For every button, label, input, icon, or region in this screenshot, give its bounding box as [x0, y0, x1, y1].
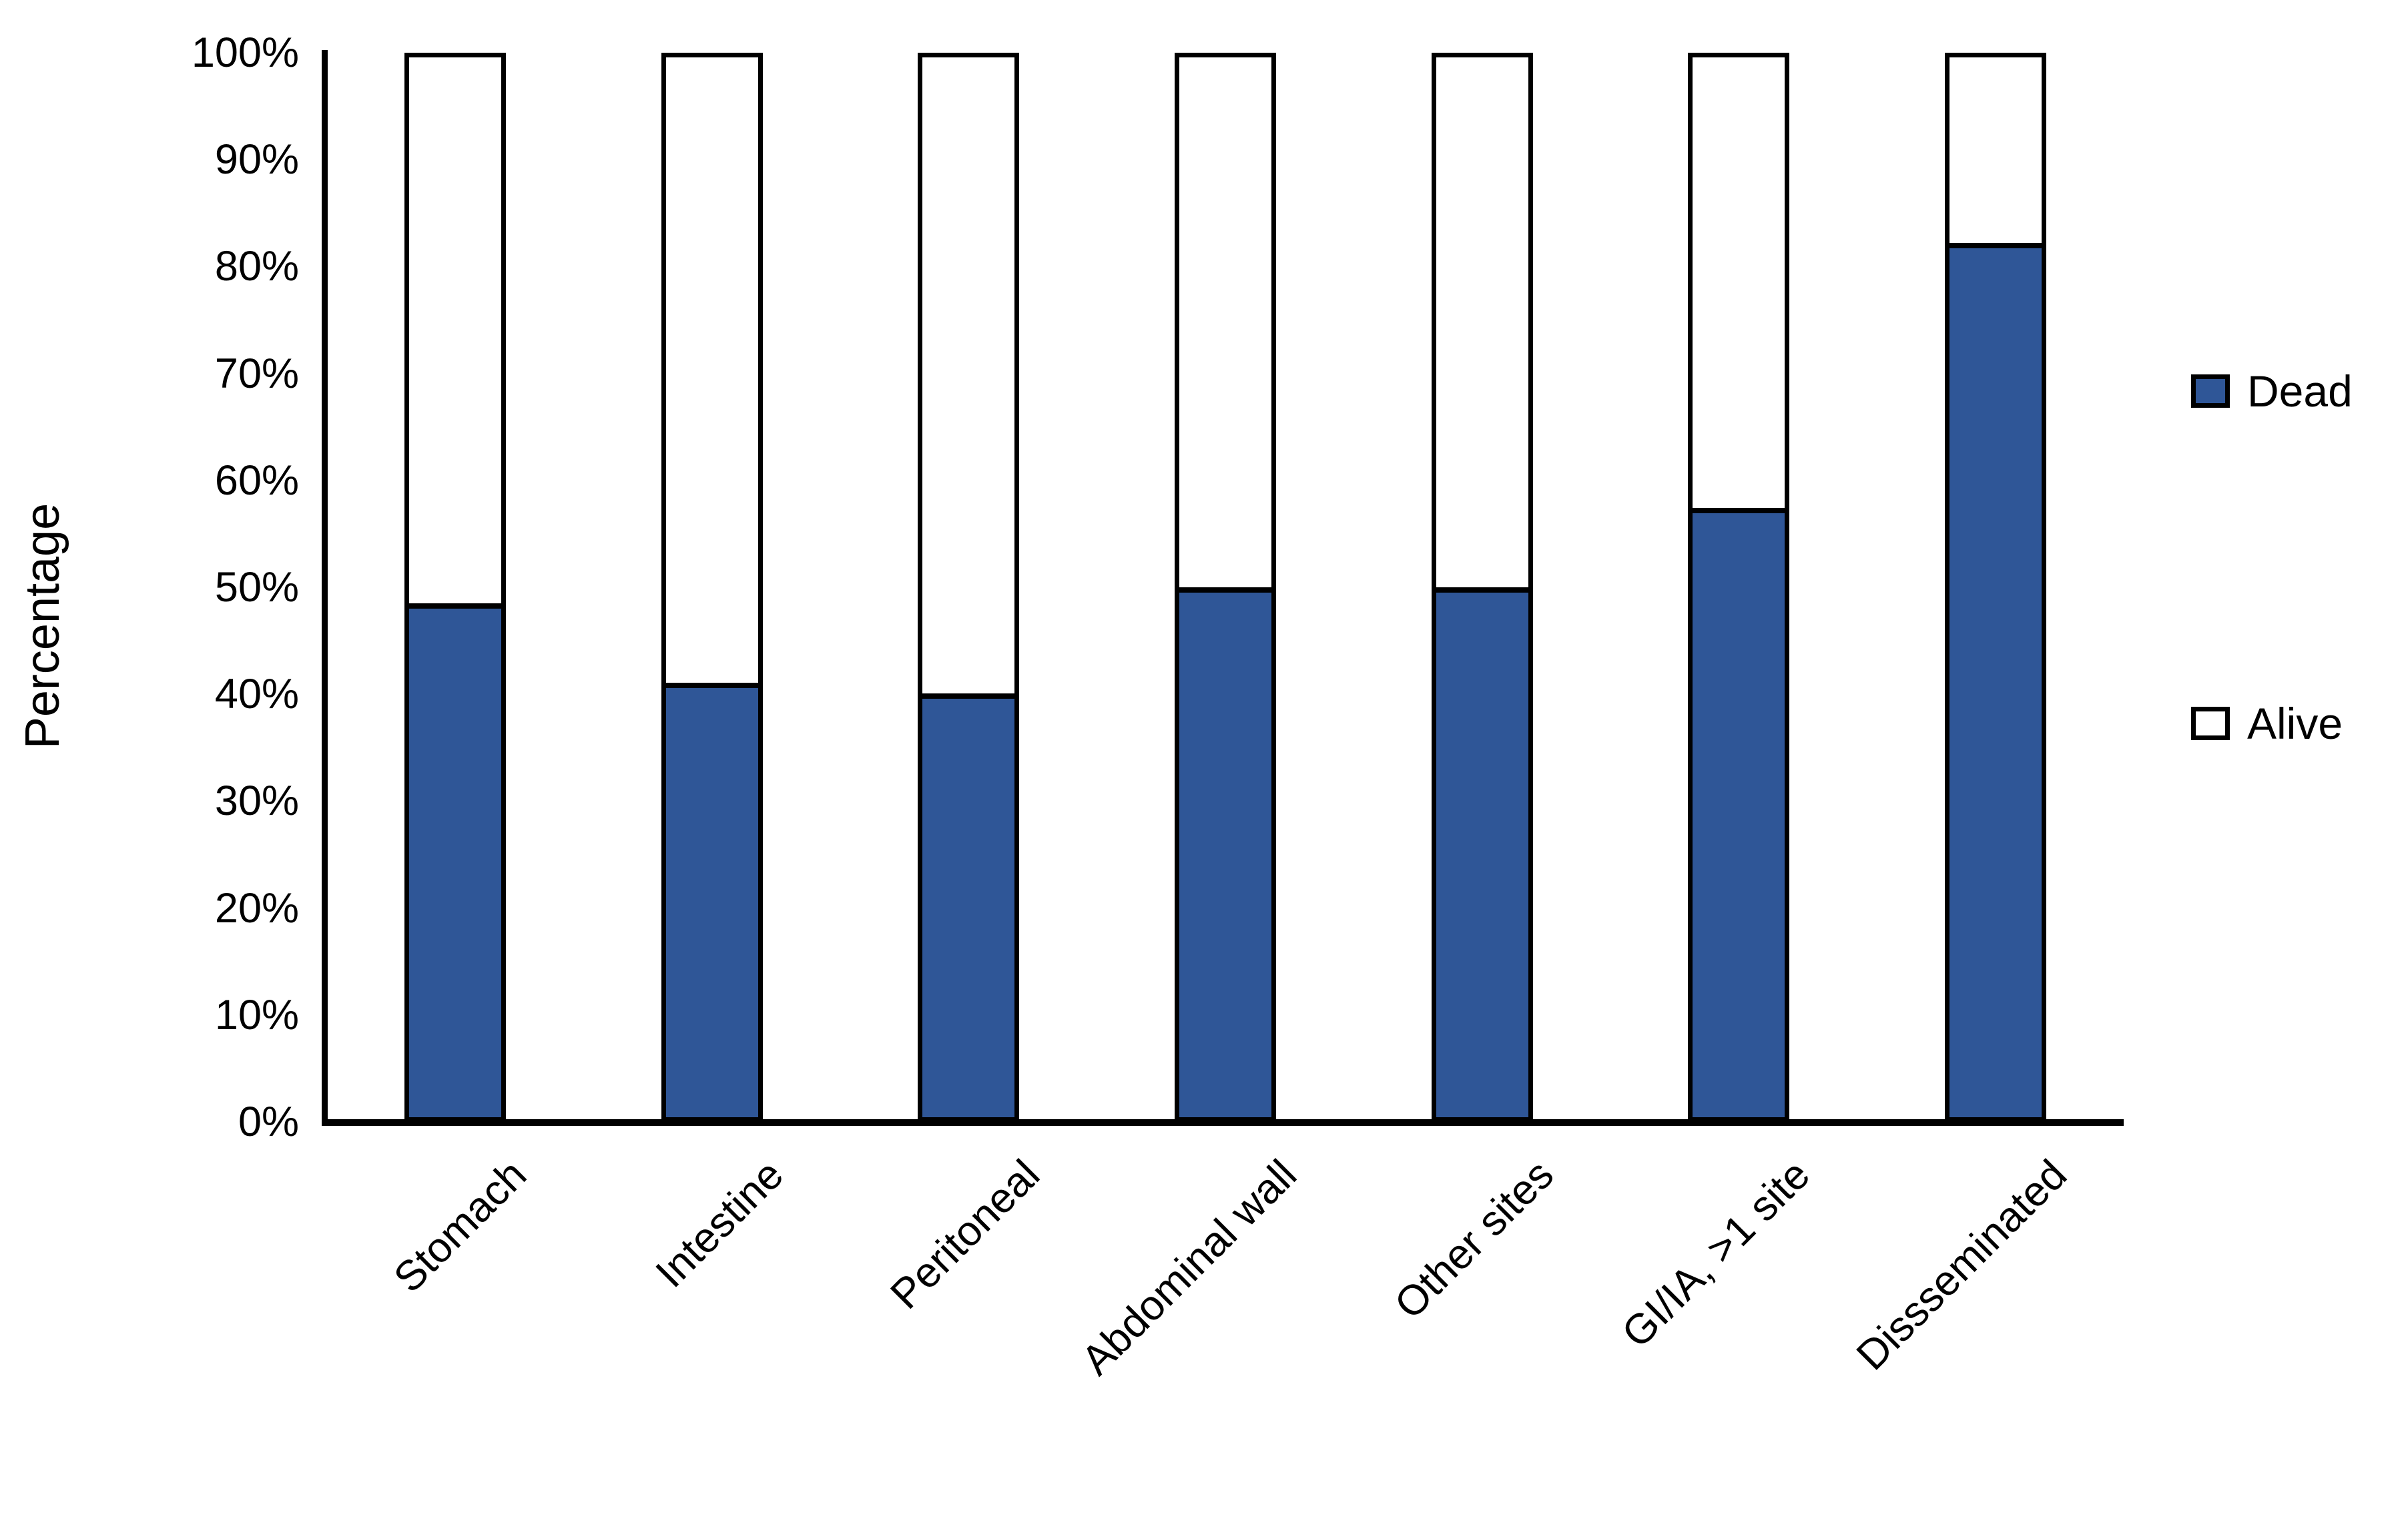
- dead-segment: [1693, 507, 1785, 1117]
- dead-segment: [1949, 242, 2042, 1117]
- y-tick-label: 0%: [238, 1099, 299, 1145]
- y-tick-label: 100%: [191, 29, 299, 76]
- legend-item-alive: Alive: [2191, 698, 2343, 749]
- bar-stomach: [404, 53, 507, 1122]
- alive-segment: [922, 57, 1015, 693]
- y-axis-line: [322, 50, 328, 1125]
- y-axis-title: Percentage: [16, 503, 69, 749]
- bar-peritoneal: [918, 53, 1020, 1122]
- y-tick-label: 50%: [214, 564, 299, 611]
- alive-segment: [1179, 57, 1271, 587]
- dead-segment: [922, 693, 1015, 1117]
- y-tick-label: 20%: [214, 884, 299, 932]
- alive-segment: [665, 57, 758, 683]
- legend-label-alive: Alive: [2247, 699, 2343, 748]
- dead-segment: [665, 682, 758, 1117]
- x-axis-line: [322, 1119, 2124, 1126]
- legend-label-dead: Dead: [2247, 366, 2353, 416]
- alive-segment: [1949, 57, 2042, 243]
- y-tick-label: 60%: [214, 456, 299, 504]
- alive-segment: [409, 57, 502, 603]
- y-tick-label: 80%: [214, 243, 299, 290]
- alive-swatch-icon: [2191, 707, 2230, 740]
- bar-abdominal-wall: [1175, 53, 1276, 1122]
- dead-swatch-icon: [2191, 374, 2230, 408]
- dead-segment: [409, 603, 502, 1117]
- bar-dissseminated: [1944, 53, 2046, 1122]
- bar-intestine: [661, 53, 763, 1122]
- y-tick-label: 70%: [214, 350, 299, 397]
- alive-segment: [1436, 57, 1528, 587]
- y-tick-label: 90%: [214, 136, 299, 184]
- y-tick-label: 30%: [214, 778, 299, 825]
- legend-item-dead: Dead: [2191, 366, 2353, 416]
- alive-segment: [1693, 57, 1785, 508]
- bar-other-sites: [1431, 53, 1533, 1122]
- bar-gi-ia-1-site: [1688, 53, 1790, 1122]
- dead-segment: [1179, 587, 1271, 1117]
- dead-segment: [1436, 587, 1528, 1117]
- y-tick-label: 10%: [214, 991, 299, 1038]
- y-tick-label: 40%: [214, 671, 299, 718]
